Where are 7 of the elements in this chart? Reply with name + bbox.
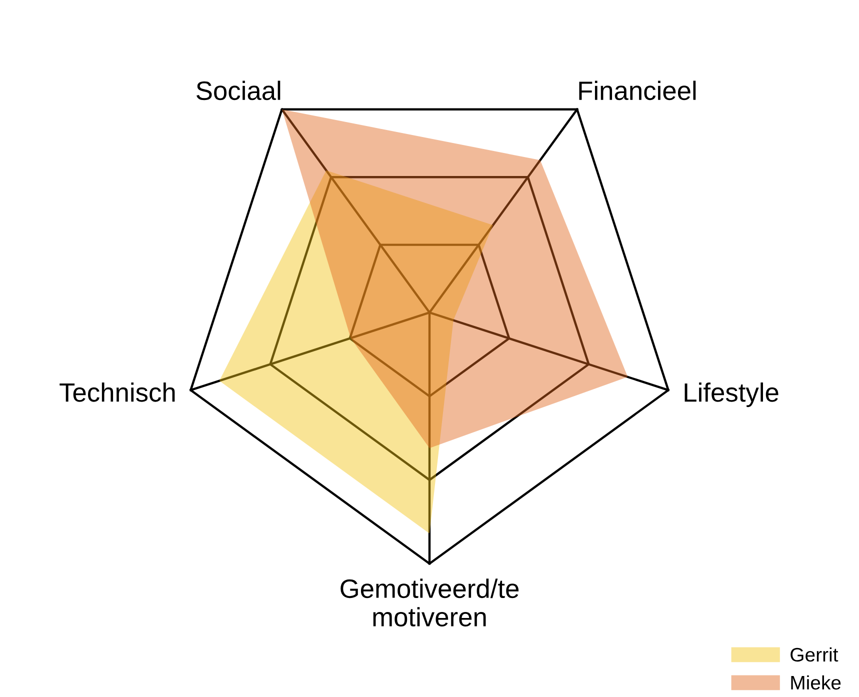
legend-label: Gerrit bbox=[790, 647, 838, 662]
spoke-label: Lifestyle bbox=[684, 382, 778, 408]
spoke-label: Sociaal bbox=[196, 80, 280, 100]
spoke-label: Gemotiveerd/te motiveren bbox=[340, 578, 519, 626]
spoke-label: Financieel bbox=[579, 80, 696, 100]
legend-label: Mieke bbox=[791, 675, 841, 690]
spoke-label: Technisch bbox=[60, 382, 175, 402]
